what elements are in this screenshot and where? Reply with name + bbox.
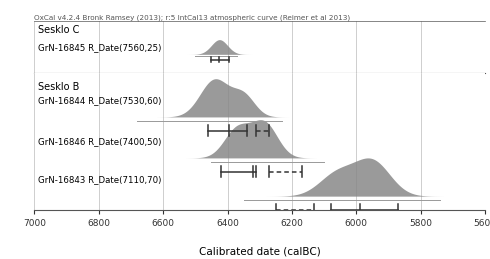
Text: OxCal v4.2.4 Bronk Ramsey (2013); r:5 IntCal13 atmospheric curve (Reimer et al 2: OxCal v4.2.4 Bronk Ramsey (2013); r:5 In… bbox=[34, 14, 350, 21]
Text: GrN-16843 R_Date(7110,70): GrN-16843 R_Date(7110,70) bbox=[38, 175, 161, 184]
Text: Sesklo C: Sesklo C bbox=[38, 25, 79, 35]
Text: Calibrated date (calBC): Calibrated date (calBC) bbox=[199, 246, 320, 256]
Text: GrN-16844 R_Date(7530,60): GrN-16844 R_Date(7530,60) bbox=[38, 96, 161, 105]
Text: Sesklo B: Sesklo B bbox=[38, 82, 79, 92]
Text: GrN-16846 R_Date(7400,50): GrN-16846 R_Date(7400,50) bbox=[38, 137, 161, 146]
Text: GrN-16845 R_Date(7560,25): GrN-16845 R_Date(7560,25) bbox=[38, 44, 161, 53]
